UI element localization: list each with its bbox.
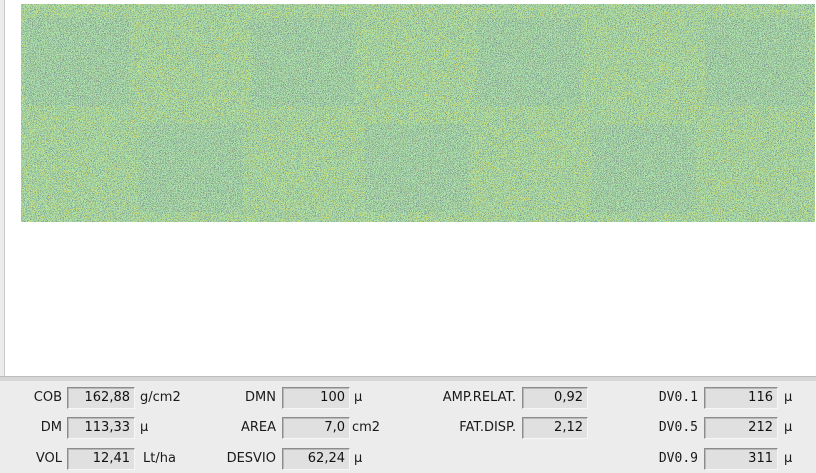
cob-value: 162,88: [67, 387, 135, 409]
dv05-unit: µ: [784, 420, 793, 435]
dv01-label: DV0.1: [658, 390, 698, 405]
spray-card-image: [21, 4, 815, 222]
amp-relat-label: AMP.RELAT.: [442, 390, 516, 405]
statistics-panel: COB 162,88 g/cm2 DM 113,33 µ VOL 12,41 L…: [0, 381, 816, 473]
droplet-highlights: [21, 4, 815, 222]
area-value: 7,0: [282, 417, 350, 439]
dm-label: DM: [40, 420, 62, 435]
dv09-unit: µ: [784, 451, 793, 466]
vol-value: 12,41: [67, 448, 135, 470]
fat-disp-label: FAT.DISP.: [459, 420, 516, 435]
dv05-label: DV0.5: [658, 420, 698, 435]
dv09-label: DV0.9: [658, 451, 698, 466]
desvio-label: DESVIO: [226, 451, 276, 466]
amp-relat-value: 0,92: [522, 387, 588, 409]
desvio-value: 62,24: [282, 448, 350, 470]
area-label: AREA: [240, 420, 276, 435]
dv01-unit: µ: [784, 390, 793, 405]
panel-splitter[interactable]: [0, 376, 816, 381]
dmn-label: DMN: [245, 390, 276, 405]
image-viewer-panel: [4, 0, 816, 376]
dmn-unit: µ: [354, 390, 363, 405]
area-unit: cm2: [352, 420, 381, 435]
dv09-value: 311: [704, 448, 778, 470]
cob-label: COB: [33, 390, 62, 405]
vol-unit: Lt/ha: [143, 451, 176, 466]
dv01-value: 116: [704, 387, 778, 409]
dm-unit: µ: [140, 420, 149, 435]
fat-disp-value: 2,12: [522, 417, 588, 439]
desvio-unit: µ: [354, 451, 363, 466]
dv05-value: 212: [704, 417, 778, 439]
dmn-value: 100: [282, 387, 350, 409]
dm-value: 113,33: [67, 417, 135, 439]
cob-unit: g/cm2: [140, 390, 181, 405]
vol-label: VOL: [35, 451, 62, 466]
